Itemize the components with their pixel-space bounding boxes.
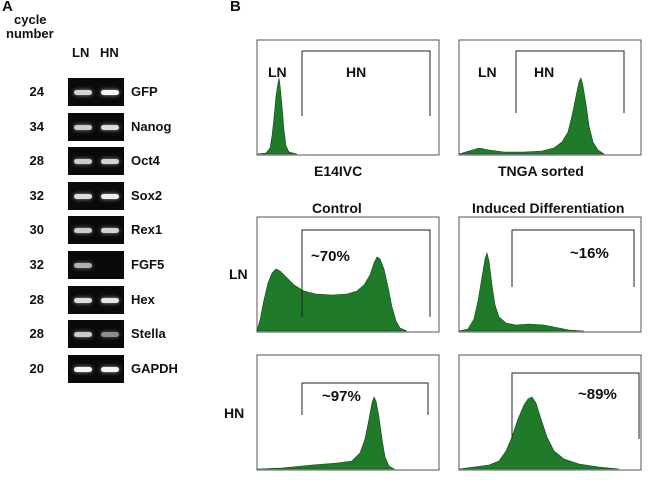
plot-frame — [256, 354, 440, 471]
band-hn — [101, 367, 119, 372]
plot-frame — [458, 39, 642, 156]
gate-hn-bracket — [515, 50, 625, 113]
histogram-fill — [256, 77, 298, 155]
gate-bracket — [301, 382, 429, 415]
histogram-fill — [256, 256, 408, 332]
panel-b-letter: B — [230, 0, 241, 15]
histogram-e14ivc — [256, 39, 440, 156]
plot-frame — [256, 216, 440, 333]
plot-frame — [458, 216, 642, 333]
percent-ln-induced: ~16% — [570, 245, 609, 262]
column-title-induced: Induced Differentiation — [472, 200, 625, 216]
gate-label-hn-tnga: HN — [534, 64, 555, 80]
plot-frame — [458, 354, 642, 471]
caption-e14ivc: E14IVC — [314, 163, 363, 179]
lane-label-ln: LN — [72, 45, 90, 60]
band-ln — [74, 125, 92, 130]
cycle-number: 32 — [29, 257, 44, 272]
band-hn — [101, 194, 119, 199]
histogram-ln-induced — [458, 216, 642, 333]
cycle-header-line2: number — [6, 26, 54, 41]
histogram-ln-control — [256, 216, 440, 333]
gel-lane-strip — [68, 251, 124, 279]
cycle-number: 30 — [29, 222, 44, 237]
band-hn — [101, 228, 119, 233]
cycle-number: 34 — [29, 119, 44, 134]
cycle-number: 28 — [29, 153, 44, 168]
gene-label: GFP — [131, 84, 158, 99]
band-ln — [74, 228, 92, 233]
band-hn — [101, 332, 119, 337]
gate-bracket — [511, 229, 635, 287]
plot-frame — [256, 39, 440, 156]
cycle-number: 24 — [29, 84, 44, 99]
gene-label: Rex1 — [131, 222, 163, 237]
band-ln — [74, 159, 92, 164]
histogram-fill — [458, 251, 585, 332]
cycle-number: 28 — [29, 292, 44, 307]
gate-label-hn-e14: HN — [346, 64, 367, 80]
band-ln — [74, 263, 92, 268]
gate-label-ln-tnga: LN — [478, 64, 497, 80]
gene-label: Hex — [131, 292, 155, 307]
gel-lane-strip — [68, 286, 124, 314]
gel-lane-strip — [68, 78, 124, 106]
gate-hn-bracket — [301, 50, 431, 116]
lane-label-hn: HN — [100, 45, 119, 60]
percent-ln-control: ~70% — [311, 248, 350, 265]
gel-lane-strip — [68, 355, 124, 383]
band-ln — [74, 367, 92, 372]
gate-bracket — [301, 229, 431, 317]
gene-label: FGF5 — [131, 257, 165, 272]
gel-lane-strip — [68, 182, 124, 210]
gate-label-ln-e14: LN — [268, 64, 287, 80]
percent-hn-induced: ~89% — [578, 386, 617, 403]
histogram-hn-control — [256, 354, 440, 471]
caption-tnga-sorted: TNGA sorted — [498, 163, 584, 179]
gel-lane-strip — [68, 216, 124, 244]
gel-lane-strip — [68, 113, 124, 141]
band-hn — [101, 90, 119, 95]
histogram-fill — [458, 77, 605, 155]
gel-lane-strip — [68, 320, 124, 348]
band-hn — [101, 159, 119, 164]
column-title-control: Control — [312, 200, 362, 216]
row-label-ln: LN — [229, 266, 248, 282]
panel-a-letter: A — [2, 0, 13, 15]
cycle-number: 20 — [29, 361, 44, 376]
percent-hn-control: ~97% — [322, 388, 361, 405]
gene-label: GAPDH — [131, 361, 178, 376]
row-label-hn: HN — [224, 405, 245, 421]
band-ln — [74, 194, 92, 199]
histogram-fill — [256, 396, 396, 470]
histogram-hn-induced — [458, 354, 642, 471]
gene-label: Oct4 — [131, 153, 160, 168]
band-ln — [74, 90, 92, 95]
band-hn — [101, 298, 119, 303]
cycle-number: 32 — [29, 188, 44, 203]
band-hn — [101, 125, 119, 130]
gene-label: Stella — [131, 326, 166, 341]
cycle-header-line1: cycle — [14, 12, 47, 27]
gene-label: Sox2 — [131, 188, 163, 203]
cycle-number: 28 — [29, 326, 44, 341]
band-ln — [74, 332, 92, 337]
gel-lane-strip — [68, 147, 124, 175]
histogram-fill — [458, 396, 620, 470]
gene-label: Nanog — [131, 119, 172, 134]
band-ln — [74, 298, 92, 303]
histogram-tnga-sorted — [458, 39, 642, 156]
gate-bracket — [511, 372, 640, 439]
